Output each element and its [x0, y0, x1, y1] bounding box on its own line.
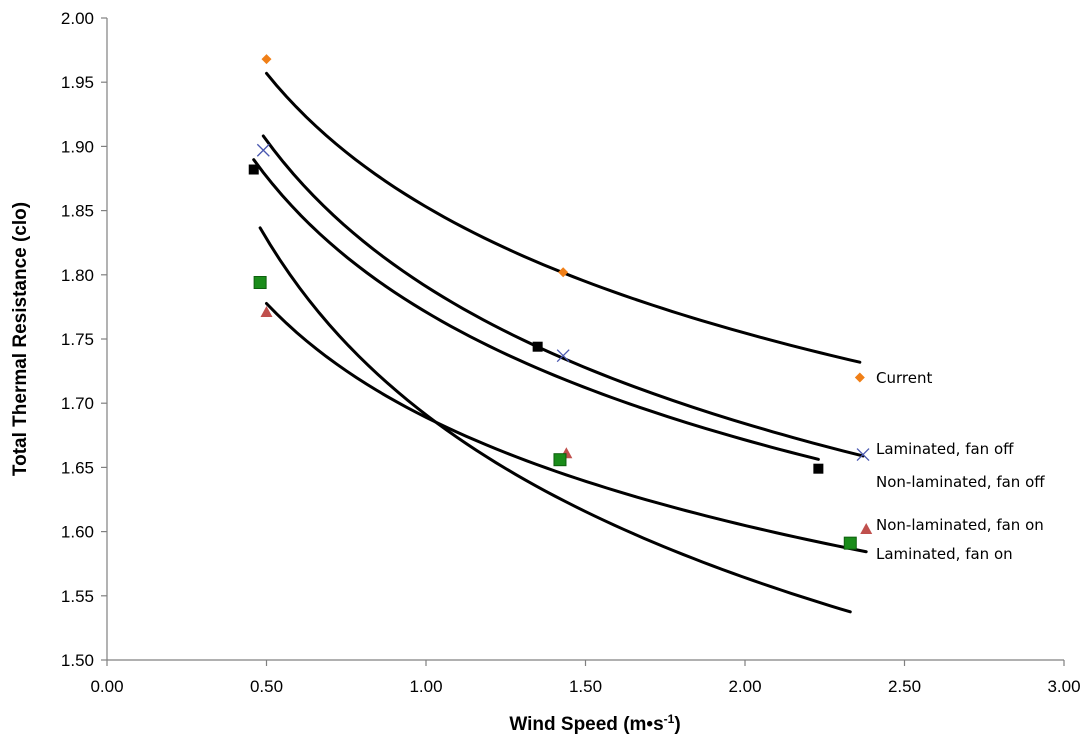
x-tick-label: 2.00 — [728, 677, 761, 696]
fit-line — [265, 71, 862, 364]
series-label: Current — [876, 369, 932, 387]
data-markers — [248, 54, 873, 550]
series-label: Non-laminated, fan off — [876, 473, 1045, 491]
data-point — [856, 448, 870, 462]
data-point — [556, 349, 570, 363]
data-point-stroke — [856, 448, 870, 462]
x-tick-label: 1.50 — [569, 677, 602, 696]
data-point — [532, 341, 543, 352]
series-labels: Current Laminated, fan off Non-laminated, … — [876, 369, 1045, 563]
x-tick-label: 1.00 — [409, 677, 442, 696]
data-point — [253, 276, 267, 290]
x-axis-title: Wind Speed (m•s-1) — [509, 712, 680, 735]
y-tick-label: 1.50 — [61, 651, 94, 670]
y-tick-label: 1.65 — [61, 458, 94, 477]
y-tick-label: 1.95 — [61, 73, 94, 92]
y-tick-label: 1.85 — [61, 202, 94, 221]
data-point — [261, 54, 272, 65]
data-point-stroke — [256, 143, 270, 157]
data-point — [553, 453, 567, 467]
series-label: Laminated, fan off — [876, 440, 1014, 458]
y-tick-label: 1.70 — [61, 394, 94, 413]
data-point — [558, 267, 569, 278]
x-tick-label: 3.00 — [1047, 677, 1080, 696]
series-label: Non-laminated, fan on — [876, 516, 1044, 534]
fit-line — [252, 158, 820, 461]
y-tick-label: 2.00 — [61, 9, 94, 28]
x-tick-label: 0.00 — [90, 677, 123, 696]
fit-line — [258, 226, 852, 614]
data-point — [260, 306, 273, 318]
fit-line — [261, 134, 865, 458]
fit-lines — [252, 71, 868, 614]
data-point — [256, 143, 270, 157]
y-axis-title: Total Thermal Resistance (clo) — [10, 202, 31, 476]
data-point — [813, 463, 824, 474]
y-tick-label: 1.90 — [61, 137, 94, 156]
series-label: Laminated, fan on — [876, 545, 1013, 563]
y-tick-label: 1.80 — [61, 266, 94, 285]
data-point — [860, 523, 873, 535]
data-point — [248, 164, 259, 175]
data-point — [854, 372, 865, 383]
data-point-stroke — [556, 349, 570, 363]
fit-line — [265, 302, 868, 554]
x-tick-label: 2.50 — [888, 677, 921, 696]
axes: 1.50 1.55 1.60 1.65 1.70 1.75 1.80 1.85 1.90 1.95… — [61, 9, 1081, 696]
y-tick-label: 1.60 — [61, 523, 94, 542]
data-point — [843, 536, 857, 550]
y-tick-label: 1.75 — [61, 330, 94, 349]
y-tick-label: 1.55 — [61, 587, 94, 606]
x-tick-label: 0.50 — [250, 677, 283, 696]
